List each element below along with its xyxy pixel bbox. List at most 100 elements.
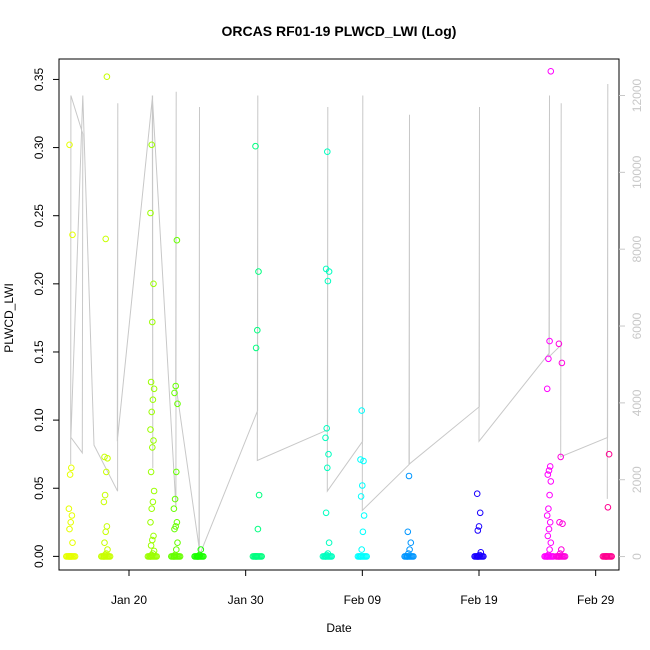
data-point <box>546 463 554 470</box>
altitude-trace <box>70 83 609 557</box>
data-point <box>476 509 484 517</box>
data-point <box>545 525 553 533</box>
data-point <box>150 280 157 288</box>
data-point <box>68 512 76 519</box>
data-point <box>322 434 329 442</box>
data-point <box>149 318 156 326</box>
data-point <box>545 467 553 474</box>
data-point <box>147 542 155 549</box>
data-point <box>197 546 205 553</box>
y-tick-label: 0.25 <box>32 204 46 228</box>
data-point <box>358 407 366 414</box>
data-point <box>147 468 155 476</box>
data-point <box>254 525 262 533</box>
data-point <box>324 277 332 285</box>
data-point <box>148 141 155 149</box>
data-point <box>358 546 366 553</box>
data-point <box>323 425 331 432</box>
data-point <box>65 505 73 513</box>
data-point <box>325 450 332 458</box>
data-point <box>547 68 555 75</box>
data-point <box>410 553 417 560</box>
data-point <box>148 408 155 416</box>
data-point <box>546 519 554 526</box>
data-point <box>404 528 412 536</box>
x-tick-label: Jan 30 <box>228 593 264 607</box>
y2-tick-label: 4000 <box>630 389 644 416</box>
data-point <box>357 456 364 463</box>
data-point <box>252 344 260 352</box>
y-tick-label: 0.10 <box>32 408 46 432</box>
data-point <box>322 509 330 517</box>
y2-tick-label: 0 <box>630 553 644 560</box>
data-point <box>100 498 108 506</box>
data-point <box>69 231 76 239</box>
data-point <box>547 478 555 485</box>
data-point <box>557 453 565 461</box>
data-point <box>171 389 178 397</box>
data-point <box>200 553 207 560</box>
data-point <box>558 359 566 367</box>
data-point <box>253 326 261 334</box>
data-point <box>101 491 109 499</box>
data-point <box>171 495 179 503</box>
data-point <box>147 209 154 217</box>
data-point <box>363 553 371 560</box>
data-point <box>104 546 111 553</box>
data-point <box>149 444 156 451</box>
data-point <box>558 546 565 553</box>
data-point <box>543 512 551 519</box>
data-point <box>322 265 330 273</box>
data-point <box>150 532 157 540</box>
y2-tick-label: 6000 <box>630 312 644 339</box>
data-point <box>66 525 73 533</box>
data-point <box>153 553 160 560</box>
data-point <box>608 553 616 560</box>
plot-frame <box>58 58 620 571</box>
data-point <box>359 482 366 489</box>
data-point <box>103 468 110 476</box>
data-point <box>101 453 108 461</box>
data-point <box>559 520 566 528</box>
data-point <box>544 471 552 478</box>
altitude-line <box>198 83 609 557</box>
y-tick-label: 0.05 <box>32 476 46 500</box>
data-point <box>360 512 368 519</box>
data-point <box>324 148 331 155</box>
data-point <box>328 553 336 560</box>
data-point <box>173 236 181 244</box>
data-point <box>102 528 109 536</box>
x-tick-label: Feb 09 <box>344 593 382 607</box>
data-point <box>546 337 553 345</box>
data-point <box>545 505 552 513</box>
y2-tick-label: 10000 <box>630 155 644 189</box>
y2-tick-label: 2000 <box>630 466 644 493</box>
data-point <box>66 141 73 149</box>
x-axis-label: Date <box>326 621 352 635</box>
data-point <box>255 491 263 499</box>
data-point <box>67 519 74 526</box>
y2-tick-label: 8000 <box>630 236 644 263</box>
data-point <box>561 553 569 560</box>
y-tick-label: 0.15 <box>32 340 46 364</box>
data-point <box>475 523 483 530</box>
data-point <box>103 73 111 80</box>
data-point <box>547 539 555 547</box>
data-point <box>174 400 181 408</box>
data-points <box>63 68 616 560</box>
data-point <box>359 528 367 536</box>
x-tick-label: Feb 19 <box>460 593 498 607</box>
data-point <box>68 464 75 472</box>
data-point <box>258 553 266 560</box>
data-point <box>325 539 333 547</box>
data-point <box>149 396 157 404</box>
data-point <box>555 340 563 348</box>
data-point <box>474 527 482 534</box>
data-point <box>406 546 413 553</box>
data-point <box>360 457 367 465</box>
y2-tick-label: 12000 <box>630 78 644 112</box>
data-point <box>104 455 111 462</box>
data-point <box>149 536 156 544</box>
data-point <box>176 553 184 560</box>
altitude-line <box>70 91 200 557</box>
